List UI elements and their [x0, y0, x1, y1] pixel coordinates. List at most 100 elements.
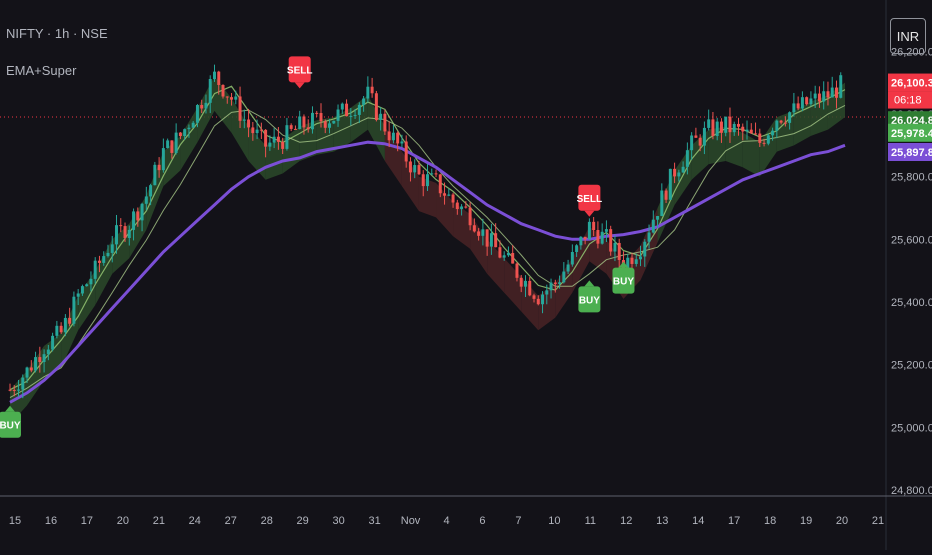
candle-body: [306, 127, 310, 130]
candle-body: [630, 257, 634, 264]
x-tick-label: 12: [620, 515, 632, 527]
x-tick-label: 21: [153, 515, 165, 527]
candle-body: [719, 121, 723, 133]
x-tick-label: 27: [225, 515, 237, 527]
candle-body: [161, 148, 165, 171]
candle-body: [443, 193, 447, 196]
candle-body: [72, 296, 76, 324]
candle-body: [12, 389, 16, 391]
signal-label: BUY: [579, 295, 600, 306]
buy-signal: BUY: [0, 405, 21, 438]
candle-body: [477, 231, 481, 236]
candle-body: [374, 93, 378, 120]
supertrend-band-segment: [504, 258, 522, 312]
signal-label: SELL: [577, 194, 603, 205]
candle-body: [336, 109, 340, 121]
candle-body: [502, 255, 506, 258]
x-tick-label: 20: [836, 515, 848, 527]
candle-body: [749, 129, 753, 134]
candle-body: [281, 141, 285, 149]
y-tick-label: 25,600.00: [891, 234, 932, 246]
candle-body: [792, 103, 796, 113]
symbol-title[interactable]: NIFTY · 1h · NSE: [6, 26, 108, 41]
candle-body: [85, 284, 89, 287]
candle-body: [25, 367, 29, 378]
candle-body: [434, 173, 438, 175]
candle-body: [575, 245, 579, 252]
candle-body: [59, 325, 63, 333]
candle-body: [212, 71, 216, 79]
candle-body: [451, 194, 455, 203]
time-axis[interactable]: 15 16 17 20 21 24 27 28 29 30 31 Nov 4 6 7 10 11 12 13 14 17…: [9, 515, 884, 527]
candle-body: [191, 122, 195, 128]
candle-body: [136, 211, 140, 221]
candle-body: [170, 140, 174, 153]
candle-body: [647, 232, 651, 242]
candle-body: [8, 389, 12, 391]
candle-body: [464, 206, 468, 208]
candle-body: [664, 190, 668, 200]
signal-box: [578, 286, 601, 313]
candle-body: [528, 280, 532, 296]
candle-body: [298, 116, 302, 130]
x-tick-label: 17: [728, 515, 740, 527]
candle-body: [758, 133, 762, 143]
candle-body: [251, 127, 255, 134]
signal-pointer: [5, 405, 15, 412]
candle-body: [485, 229, 489, 247]
candle-body: [481, 229, 485, 236]
candle-body: [319, 113, 323, 122]
sell-signal: SELL: [287, 56, 313, 89]
candle-body: [741, 126, 745, 132]
candle-body: [383, 113, 387, 132]
candle-body: [362, 98, 366, 105]
x-tick-label: Nov: [401, 515, 421, 527]
candle-body: [817, 93, 821, 102]
candle-body: [115, 225, 118, 245]
price-tag-box: [888, 143, 932, 162]
candle-body: [762, 142, 766, 144]
x-tick-label: 28: [261, 515, 273, 527]
candle-body: [617, 242, 621, 261]
candle-body: [400, 141, 404, 144]
countdown-label: 06:18: [894, 95, 922, 107]
signal-label: SELL: [287, 65, 313, 76]
countdown-box: [888, 91, 932, 109]
candle-body: [200, 105, 204, 109]
candle-body: [566, 264, 570, 272]
y-tick-label: 25,800.00: [891, 172, 932, 184]
signal-box: [578, 184, 601, 211]
candle-body: [315, 112, 319, 114]
candle-body: [766, 135, 770, 144]
candle-body: [732, 123, 736, 133]
candle-body: [558, 282, 562, 284]
candle-body: [523, 280, 527, 287]
candle-body: [775, 120, 779, 131]
candle-body: [468, 207, 472, 226]
candles: [8, 64, 843, 399]
signal-label: BUY: [613, 277, 634, 288]
candle-body: [656, 216, 660, 220]
currency-button[interactable]: INR: [890, 18, 926, 54]
candle-body: [174, 132, 178, 153]
candle-body: [421, 174, 425, 187]
candle-body: [285, 125, 289, 149]
candle-body: [255, 129, 259, 134]
candle-body: [562, 271, 566, 283]
candle-body: [834, 87, 838, 98]
candle-body: [293, 128, 297, 130]
candle-body: [247, 119, 251, 128]
indicator-name[interactable]: EMA+Super: [6, 63, 77, 78]
candle-body: [536, 298, 540, 305]
candle-body: [234, 96, 238, 100]
candle-body: [805, 97, 809, 105]
x-tick-label: 7: [515, 515, 521, 527]
candle-body: [132, 211, 136, 230]
candle-body: [302, 116, 306, 128]
candle-body: [839, 75, 843, 98]
candle-body: [357, 104, 361, 115]
x-tick-label: 21: [872, 515, 884, 527]
x-tick-label: 24: [189, 515, 201, 527]
